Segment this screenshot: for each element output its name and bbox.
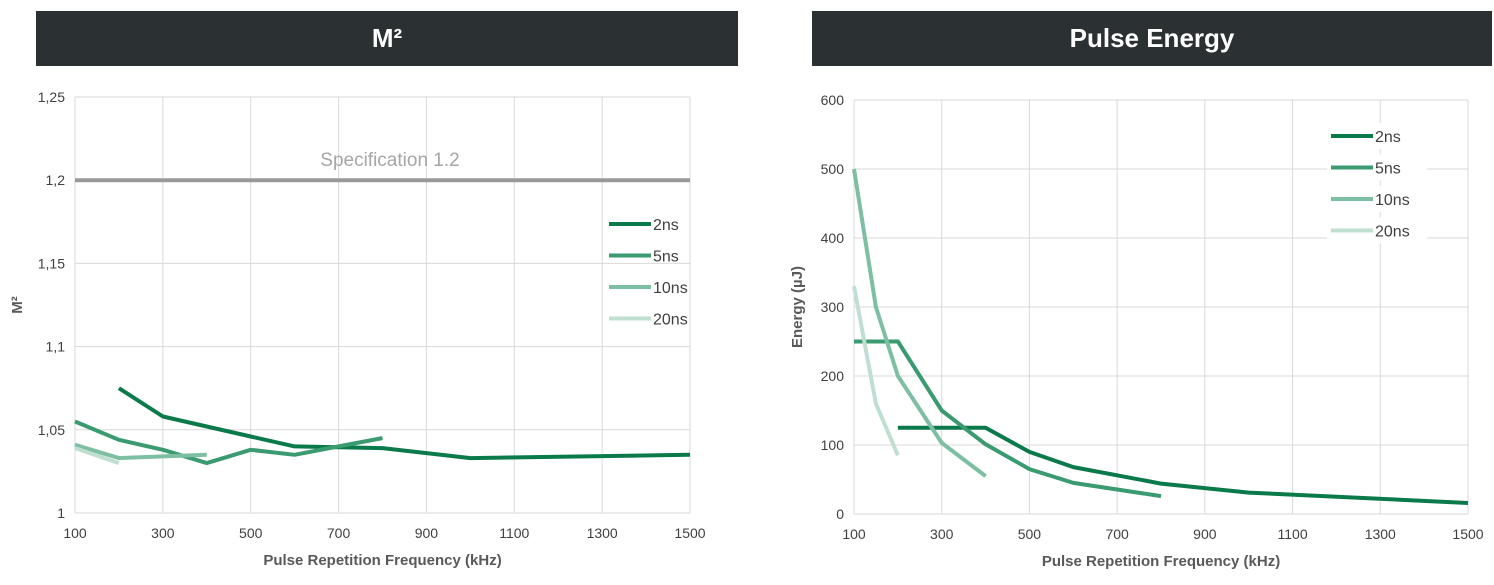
series-line-5ns bbox=[74, 419, 383, 466]
legend-label-5ns: 5ns bbox=[653, 249, 679, 266]
y-tick-label: 1 bbox=[57, 505, 65, 521]
energy-chart-panel: Pulse Energy 0 100 200 300 400 500 600 100 300 50… bbox=[747, 0, 1494, 585]
legend-label-10ns: 10ns bbox=[653, 280, 688, 297]
y-axis-title: Energy (µJ) bbox=[789, 266, 806, 348]
x-axis-title: Pulse Repetition Frequency (kHz) bbox=[1042, 553, 1280, 570]
y-tick-label: 1,1 bbox=[46, 339, 66, 355]
x-tick-label: 100 bbox=[63, 525, 87, 541]
y-tick-label: 500 bbox=[821, 161, 845, 177]
series-line-20ns bbox=[852, 285, 900, 457]
y-axis-title: M² bbox=[9, 296, 26, 314]
x-tick-label: 1300 bbox=[1365, 526, 1396, 542]
x-tick-label: 1300 bbox=[587, 525, 618, 541]
x-tick-label: 1100 bbox=[499, 525, 529, 541]
y-tick-label: 1,05 bbox=[38, 422, 65, 438]
y-tick-label: 200 bbox=[821, 368, 845, 384]
specification-label: Specification 1.2 bbox=[320, 150, 459, 171]
legend-label-2ns: 2ns bbox=[1375, 129, 1401, 146]
m2-chart-panel: M² 1 1,05 1,1 1,15 1,2 1,25 100 300 500 700 900 110… bbox=[9, 11, 738, 569]
x-tick-label: 100 bbox=[842, 526, 866, 542]
y-tick-label: 400 bbox=[821, 230, 845, 246]
x-tick-label: 1100 bbox=[1278, 526, 1308, 542]
y-tick-label: 1,25 bbox=[38, 89, 65, 105]
x-tick-label: 900 bbox=[415, 525, 439, 541]
m2-chart: 1 1,05 1,1 1,15 1,2 1,25 100 300 500 700 900 1100 13… bbox=[9, 89, 706, 569]
series-line-2ns bbox=[117, 386, 691, 461]
x-tick-label: 500 bbox=[1018, 526, 1042, 542]
y-tick-label: 0 bbox=[836, 506, 844, 522]
legend-label-5ns: 5ns bbox=[1375, 161, 1401, 178]
series-line-10ns bbox=[74, 442, 207, 461]
series-line-2ns bbox=[897, 425, 1469, 505]
x-tick-label: 300 bbox=[930, 526, 954, 542]
legend-label-20ns: 20ns bbox=[653, 312, 688, 329]
x-tick-label: 300 bbox=[151, 525, 175, 541]
x-tick-label: 1500 bbox=[1452, 526, 1483, 542]
m2-chart-title: M² bbox=[36, 11, 738, 66]
y-tick-label: 300 bbox=[821, 299, 845, 315]
legend-label-20ns: 20ns bbox=[1375, 224, 1410, 241]
y-tick-label: 1,15 bbox=[38, 255, 65, 271]
x-tick-label: 500 bbox=[239, 525, 263, 541]
y-tick-label: 100 bbox=[821, 437, 845, 453]
x-tick-label: 700 bbox=[1105, 526, 1129, 542]
y-tick-label: 1,2 bbox=[46, 172, 66, 188]
x-tick-label: 1500 bbox=[674, 525, 705, 541]
series-line-20ns bbox=[74, 446, 120, 465]
legend-label-10ns: 10ns bbox=[1375, 192, 1410, 209]
legend-label-2ns: 2ns bbox=[653, 217, 679, 234]
energy-chart-title: Pulse Energy bbox=[812, 11, 1492, 66]
y-tick-label: 600 bbox=[821, 92, 845, 108]
series-line-10ns bbox=[852, 168, 987, 478]
series-line-5ns bbox=[854, 339, 1162, 499]
x-tick-label: 900 bbox=[1193, 526, 1217, 542]
x-tick-label: 700 bbox=[327, 525, 351, 541]
energy-chart: 0 100 200 300 400 500 600 100 300 500 700 900 1100 13… bbox=[789, 92, 1484, 570]
x-axis-title: Pulse Repetition Frequency (kHz) bbox=[263, 552, 501, 569]
